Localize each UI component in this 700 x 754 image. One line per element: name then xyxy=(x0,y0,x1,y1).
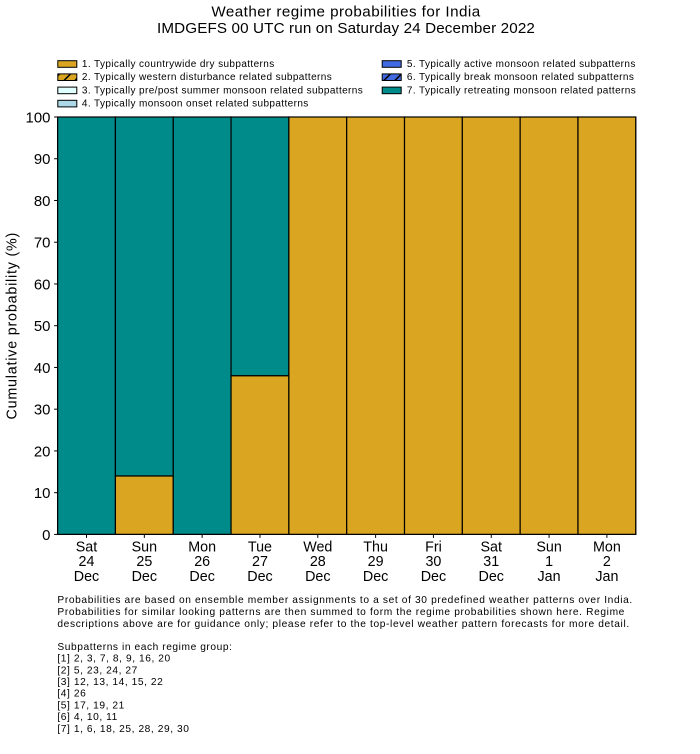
svg-text:30: 30 xyxy=(425,554,441,570)
svg-text:[3] 12, 13, 14, 15, 22: [3] 12, 13, 14, 15, 22 xyxy=(57,677,163,688)
svg-text:Thu: Thu xyxy=(363,539,388,555)
svg-text:2. Typically western disturban: 2. Typically western disturbance related… xyxy=(82,72,332,83)
svg-text:Cumulative probability (%): Cumulative probability (%) xyxy=(5,232,21,420)
svg-text:26: 26 xyxy=(194,554,210,570)
svg-text:[1] 2, 3, 7, 8, 9, 16, 20: [1] 2, 3, 7, 8, 9, 16, 20 xyxy=(57,654,170,665)
svg-text:27: 27 xyxy=(252,554,268,570)
svg-text:28: 28 xyxy=(310,554,326,570)
svg-text:Dec: Dec xyxy=(189,569,214,585)
svg-text:24: 24 xyxy=(79,554,95,570)
svg-text:Dec: Dec xyxy=(421,569,446,585)
svg-text:Dec: Dec xyxy=(132,569,157,585)
svg-text:Probabilities for similar look: Probabilities for similar looking patter… xyxy=(57,607,625,618)
svg-text:29: 29 xyxy=(368,554,384,570)
svg-text:20: 20 xyxy=(34,444,51,460)
svg-text:Mon: Mon xyxy=(188,539,216,555)
svg-text:Jan: Jan xyxy=(595,569,618,585)
svg-text:Sat: Sat xyxy=(481,539,502,555)
svg-text:90: 90 xyxy=(34,152,51,168)
svg-text:Wed: Wed xyxy=(303,539,332,555)
svg-text:Dec: Dec xyxy=(363,569,388,585)
svg-text:50: 50 xyxy=(34,319,51,335)
svg-text:Sun: Sun xyxy=(536,539,561,555)
svg-text:Sat: Sat xyxy=(76,539,97,555)
svg-text:[7] 1, 6, 18, 25, 28, 29, 30: [7] 1, 6, 18, 25, 28, 29, 30 xyxy=(57,724,189,735)
svg-text:[4] 26: [4] 26 xyxy=(57,689,86,700)
svg-text:30: 30 xyxy=(34,403,51,419)
svg-text:0: 0 xyxy=(42,528,50,544)
svg-text:10: 10 xyxy=(34,486,51,502)
svg-text:5. Typically active monsoon re: 5. Typically active monsoon related subp… xyxy=(407,59,636,70)
svg-text:[6] 4, 10, 11: [6] 4, 10, 11 xyxy=(57,712,117,723)
svg-text:Probabilities are based on ens: Probabilities are based on ensemble memb… xyxy=(57,595,633,606)
svg-text:3. Typically pre/post summer m: 3. Typically pre/post summer monsoon rel… xyxy=(82,85,363,96)
svg-text:2: 2 xyxy=(603,554,611,570)
svg-text:descriptions above are for gui: descriptions above are for guidance only… xyxy=(57,619,629,630)
svg-text:Dec: Dec xyxy=(74,569,99,585)
svg-text:Tue: Tue xyxy=(248,539,272,555)
svg-text:25: 25 xyxy=(136,554,152,570)
svg-text:31: 31 xyxy=(483,554,499,570)
svg-text:[5] 17, 19, 21: [5] 17, 19, 21 xyxy=(57,700,124,711)
svg-text:Dec: Dec xyxy=(305,569,330,585)
svg-text:80: 80 xyxy=(34,194,51,210)
svg-text:40: 40 xyxy=(34,361,51,377)
svg-text:Jan: Jan xyxy=(538,569,561,585)
svg-text:7. Typically retreating monsoo: 7. Typically retreating monsoon related … xyxy=(407,85,636,96)
svg-text:60: 60 xyxy=(34,277,51,293)
svg-text:Mon: Mon xyxy=(593,539,621,555)
svg-text:Dec: Dec xyxy=(247,569,272,585)
svg-text:1. Typically countrywide dry s: 1. Typically countrywide dry subpatterns xyxy=(82,59,275,70)
svg-text:4. Typically monsoon onset rel: 4. Typically monsoon onset related subpa… xyxy=(82,99,309,110)
svg-text:IMDGEFS 00 UTC run on Saturday: IMDGEFS 00 UTC run on Saturday 24 Decemb… xyxy=(157,20,535,37)
svg-text:[2] 5, 23, 24, 27: [2] 5, 23, 24, 27 xyxy=(57,665,137,676)
svg-text:1: 1 xyxy=(545,554,553,570)
svg-text:Fri: Fri xyxy=(425,539,442,555)
svg-text:Dec: Dec xyxy=(479,569,504,585)
svg-text:Sun: Sun xyxy=(132,539,157,555)
svg-text:Subpatterns in each regime gro: Subpatterns in each regime group: xyxy=(57,642,232,653)
svg-text:70: 70 xyxy=(34,236,51,252)
svg-text:100: 100 xyxy=(26,110,51,126)
svg-text:6. Typically break monsoon rel: 6. Typically break monsoon related subpa… xyxy=(407,72,634,83)
svg-text:Weather regime probabilities f: Weather regime probabilities for India xyxy=(211,3,480,20)
